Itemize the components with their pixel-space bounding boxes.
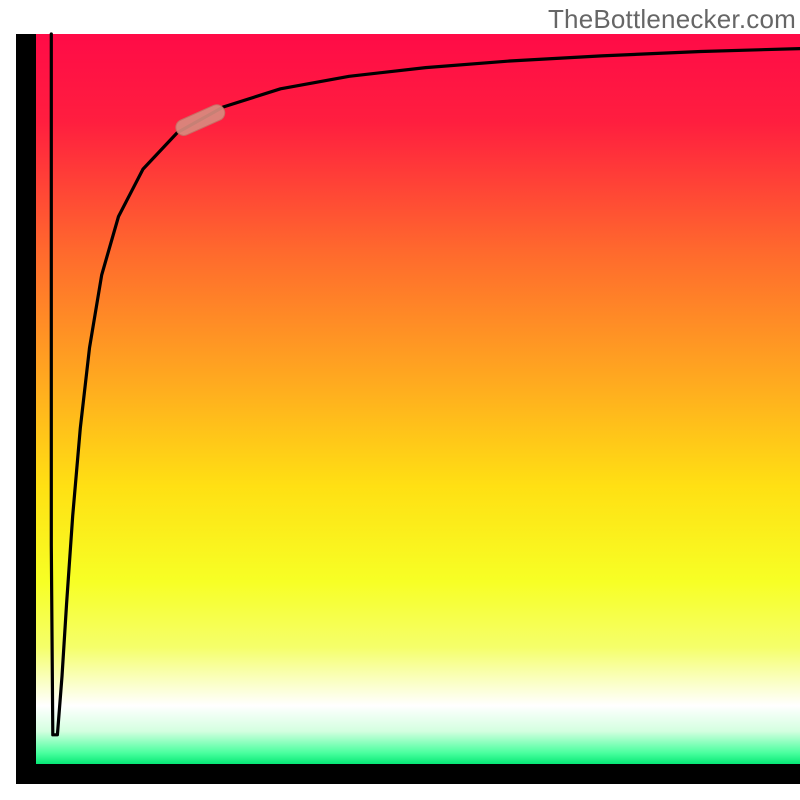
curve-layer	[0, 0, 800, 800]
chart-stage: TheBottlenecker.com	[0, 0, 800, 800]
current-position-marker	[173, 102, 227, 138]
bottleneck-curve	[51, 34, 800, 735]
marker-capsule	[173, 102, 227, 138]
